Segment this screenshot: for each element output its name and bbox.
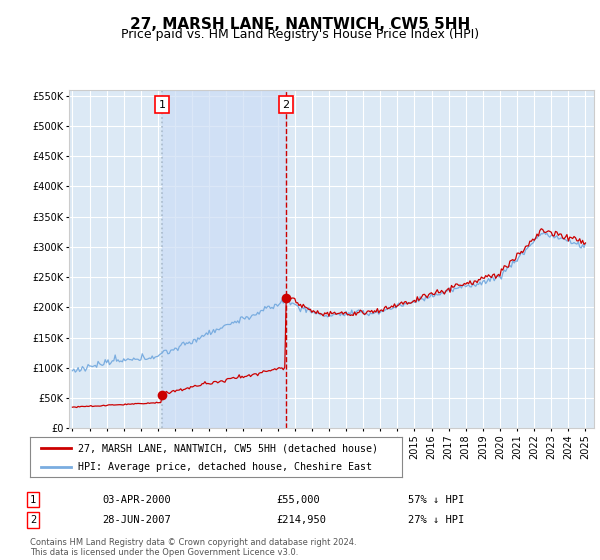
Text: 28-JUN-2007: 28-JUN-2007 [102,515,171,525]
Text: 1: 1 [159,100,166,110]
Text: 2: 2 [283,100,290,110]
Text: 2: 2 [30,515,36,525]
Text: Price paid vs. HM Land Registry's House Price Index (HPI): Price paid vs. HM Land Registry's House … [121,28,479,41]
Text: £55,000: £55,000 [276,494,320,505]
Text: £214,950: £214,950 [276,515,326,525]
Bar [162,90,286,428]
Text: 1: 1 [30,494,36,505]
Text: 27% ↓ HPI: 27% ↓ HPI [408,515,464,525]
Text: HPI: Average price, detached house, Cheshire East: HPI: Average price, detached house, Ches… [79,462,373,472]
Text: 57% ↓ HPI: 57% ↓ HPI [408,494,464,505]
Text: 27, MARSH LANE, NANTWICH, CW5 5HH (detached house): 27, MARSH LANE, NANTWICH, CW5 5HH (detac… [79,443,379,453]
Text: 03-APR-2000: 03-APR-2000 [102,494,171,505]
Text: Contains HM Land Registry data © Crown copyright and database right 2024.
This d: Contains HM Land Registry data © Crown c… [30,538,356,557]
Text: 27, MARSH LANE, NANTWICH, CW5 5HH: 27, MARSH LANE, NANTWICH, CW5 5HH [130,17,470,32]
